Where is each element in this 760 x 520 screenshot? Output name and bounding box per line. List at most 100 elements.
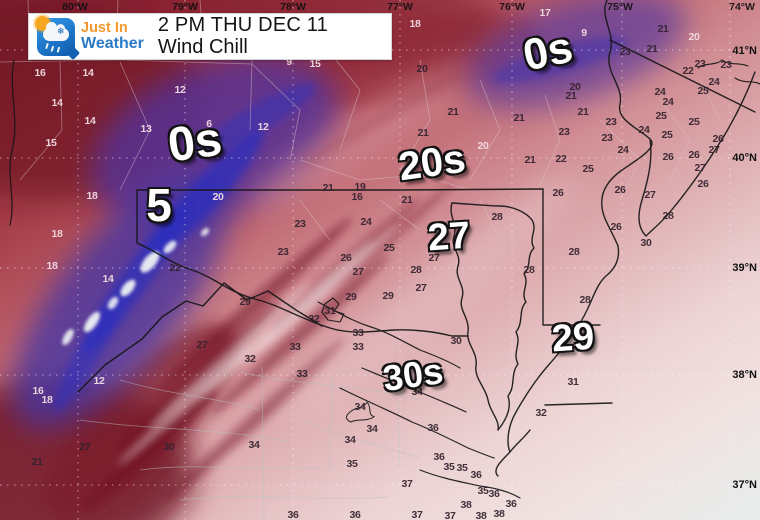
station-value: 38: [475, 510, 487, 520]
station-value: 22: [169, 262, 181, 274]
station-value: 25: [383, 242, 395, 254]
station-value: 36: [505, 498, 517, 510]
station-value: 36: [488, 488, 500, 500]
station-value: 32: [535, 407, 547, 419]
station-value: 28: [523, 264, 535, 276]
station-value: 36: [427, 422, 439, 434]
station-value: 24: [654, 86, 666, 98]
station-value: 25: [697, 85, 709, 97]
station-value: 23: [294, 218, 306, 230]
station-value: 36: [287, 509, 299, 520]
station-value: 23: [619, 46, 631, 58]
station-value: 36: [349, 509, 361, 520]
station-value: 29: [239, 296, 251, 308]
station-value: 37: [444, 510, 456, 520]
station-value: 30: [640, 237, 652, 249]
longitude-tick-label: 78°W: [280, 1, 306, 13]
station-value: 26: [712, 133, 724, 145]
station-value: 19: [354, 181, 366, 193]
station-value: 35: [477, 485, 489, 497]
longitude-tick-label: 80°W: [62, 1, 88, 13]
station-value: 23: [720, 59, 732, 71]
station-value: 23: [558, 126, 570, 138]
station-value: 28: [579, 294, 591, 306]
big-temperature-label: 30s: [380, 350, 446, 399]
big-temperature-label: 29: [550, 315, 596, 361]
station-value: 27: [196, 339, 208, 351]
station-value: 23: [277, 246, 289, 258]
rain-icon: [45, 42, 49, 49]
station-value: 18: [409, 18, 421, 30]
station-value: 30: [450, 335, 462, 347]
station-value: 21: [524, 154, 536, 166]
station-value: 34: [366, 423, 378, 435]
big-temperature-label: 5: [146, 179, 172, 231]
station-value: 23: [605, 116, 617, 128]
station-value: 12: [174, 84, 186, 96]
station-value: 16: [32, 385, 44, 397]
station-value: 26: [688, 149, 700, 161]
station-value: 26: [552, 187, 564, 199]
station-value: 20: [416, 63, 428, 75]
logo-text-weather: Weather: [81, 34, 144, 52]
station-value: 35: [346, 458, 358, 470]
station-value: 9: [286, 56, 292, 68]
station-value: 14: [84, 115, 96, 127]
map-title-datetime: 2 PM THU DEC 11: [157, 13, 328, 36]
station-value: 18: [41, 394, 53, 406]
station-value: 29: [345, 291, 357, 303]
station-value: 28: [410, 264, 422, 276]
station-value: 21: [322, 182, 334, 194]
station-value: 23: [601, 132, 613, 144]
station-value: 25: [661, 129, 673, 141]
station-value: 22: [555, 153, 567, 165]
station-value: 32: [244, 353, 256, 365]
station-value: 25: [655, 110, 667, 122]
station-value: 15: [45, 137, 57, 149]
station-value: 22: [682, 65, 694, 77]
station-value: 21: [513, 112, 525, 124]
station-value: 38: [460, 499, 472, 511]
longitude-tick-label: 77°W: [387, 1, 413, 13]
speech-bubble-tail: [65, 45, 81, 60]
station-value: 27: [644, 189, 656, 201]
station-value: 24: [708, 76, 720, 88]
station-value: 12: [257, 121, 269, 133]
station-value: 32: [308, 313, 320, 325]
station-value: 13: [140, 123, 152, 135]
station-value: 6: [206, 118, 212, 130]
big-temperature-label: 0s: [518, 22, 577, 81]
station-value: 24: [360, 216, 372, 228]
station-value: 21: [447, 106, 459, 118]
station-value: 21: [417, 127, 429, 139]
longitude-tick-label: 79°W: [172, 1, 198, 13]
latitude-tick-label: 38°N: [732, 369, 757, 381]
station-value: 27: [352, 266, 364, 278]
station-value: 24: [662, 96, 674, 108]
big-temperature-label: 20s: [395, 136, 469, 190]
station-value: 24: [638, 124, 650, 136]
station-value: 26: [340, 252, 352, 264]
station-value: 20: [688, 31, 700, 43]
station-value: 27: [694, 162, 706, 174]
longitude-tick-label: 74°W: [729, 1, 755, 13]
station-value: 26: [697, 178, 709, 190]
station-value: 18: [86, 190, 98, 202]
station-value: 12: [93, 375, 105, 387]
station-value: 14: [82, 67, 94, 79]
station-value: 15: [309, 58, 321, 70]
map-title-variable: Wind Chill: [157, 35, 248, 58]
station-value: 28: [662, 210, 674, 222]
station-value: 31: [567, 376, 579, 388]
station-value: 34: [354, 401, 366, 413]
station-value: 36: [433, 451, 445, 463]
longitude-tick-label: 75°W: [607, 1, 633, 13]
big-temperature-label: 27: [426, 214, 472, 260]
station-value: 31: [324, 305, 336, 317]
station-value: 28: [491, 211, 503, 223]
station-value: 26: [610, 221, 622, 233]
title-banner: ❄ Just In Weather 2 PM THU DEC 11 Wind C…: [28, 13, 392, 60]
station-value: 14: [51, 97, 63, 109]
